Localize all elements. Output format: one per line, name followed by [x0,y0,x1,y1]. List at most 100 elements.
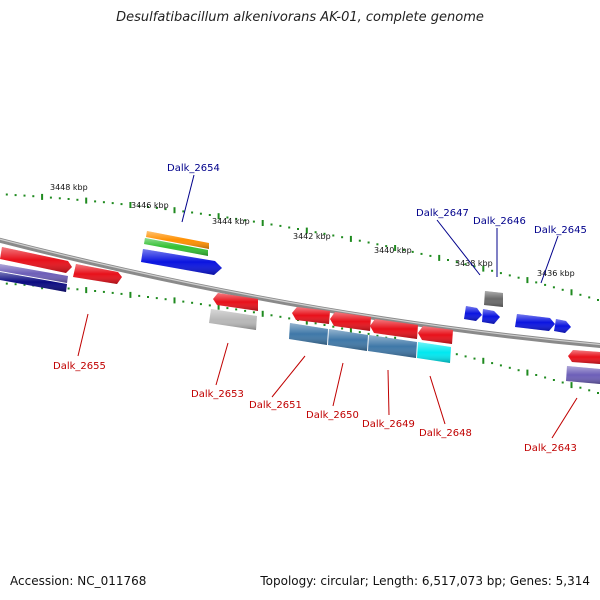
minor-tick [297,228,299,230]
minor-tick [314,322,317,325]
gene-blue [482,309,500,324]
gene-label-dalk-2645: Dalk_2645 [534,225,587,236]
minor-tick [102,290,105,293]
major-tick [217,303,220,310]
gene-slate [0,264,68,283]
major-tick [349,327,352,334]
minor-tick [535,281,538,284]
minor-tick [252,220,255,223]
minor-tick [226,307,229,310]
minor-tick [14,283,17,286]
scale-label: 3442 kbp [293,232,331,241]
minor-tick [49,196,52,199]
minor-tick [76,198,79,201]
minor-tick [473,265,476,268]
major-tick [394,245,397,251]
major-tick [438,254,441,261]
gene-label-dalk-2650: Dalk_2650 [306,410,359,421]
major-tick [85,197,88,204]
minor-tick [517,369,520,372]
gene-orange [146,231,209,249]
minor-tick [32,195,35,198]
minor-tick [138,205,141,207]
minor-tick [102,201,105,204]
minor-tick [552,286,555,289]
scale-label: 3448 kbp [50,183,88,192]
minor-tick [588,296,591,299]
gene-label-dalk-2651: Dalk_2651 [249,400,302,411]
minor-tick [94,290,97,292]
minor-tick [182,210,185,213]
major-tick [129,202,132,208]
gene-label-dalk-2648: Dalk_2648 [419,428,472,439]
major-tick [526,277,529,284]
minor-tick [67,198,70,200]
gene-navy [0,272,67,292]
minor-tick [385,245,388,248]
label-leaders-forward [181,174,559,284]
gene-red [73,264,122,284]
minor-tick [376,334,379,337]
gene-label-dalk-2647: Dalk_2647 [416,208,469,219]
minor-tick [244,219,247,222]
minor-tick [314,231,317,234]
minor-tick [67,287,70,290]
minor-tick [23,283,26,286]
scale-label: 3446 kbp [131,201,169,210]
minor-tick [411,250,414,253]
scale-label: 3436 kbp [537,269,575,278]
major-tick [482,265,485,272]
minor-tick [367,241,370,244]
gene-red [568,350,600,364]
forward-genes [0,231,571,333]
gene-label-dalk-2643: Dalk_2643 [524,443,577,454]
minor-tick [235,308,238,311]
scale-label: 3440 kbp [374,246,412,255]
gene-blue [141,249,222,275]
genome-summary-label: Topology: circular; Length: 6,517,073 bp… [260,574,590,588]
minor-tick [147,206,149,208]
minor-tick [14,194,17,197]
minor-tick [464,355,467,358]
minor-tick [429,254,432,257]
minor-tick [5,193,8,196]
minor-tick [191,211,194,214]
minor-tick [94,200,97,203]
scale-label: 3438 kbp [455,259,493,268]
minor-tick [155,297,158,300]
major-tick [349,235,352,242]
gene-red [370,319,418,339]
minor-tick [402,248,405,251]
minor-tick [208,214,211,216]
minor-tick [552,379,555,381]
minor-tick [508,274,511,277]
minor-tick [447,259,449,261]
genome-backbone [0,237,600,349]
major-tick [173,297,176,304]
minor-tick [588,389,591,392]
minor-tick [279,315,282,318]
major-tick [261,310,264,317]
minor-tick [455,353,458,356]
minor-tick [535,374,538,376]
gene-red [292,307,330,324]
minor-tick [420,252,423,255]
gene-label-dalk-2649: Dalk_2649 [362,419,415,430]
minor-tick [120,292,123,295]
gene-label-dalk-2653: Dalk_2653 [191,389,244,400]
minor-tick [288,317,291,320]
minor-tick [120,203,123,206]
minor-tick [155,207,158,209]
gene-blue [554,319,571,333]
map-title: Desulfatibacillum alkenivorans AK-01, co… [116,10,484,25]
minor-tick [199,303,202,306]
major-tick [570,382,573,389]
minor-tick [499,272,502,275]
minor-tick [332,325,335,328]
minor-tick [279,224,282,227]
minor-tick [455,261,458,264]
gene-red [418,326,453,344]
minor-tick [544,376,547,379]
minor-tick [270,314,273,317]
